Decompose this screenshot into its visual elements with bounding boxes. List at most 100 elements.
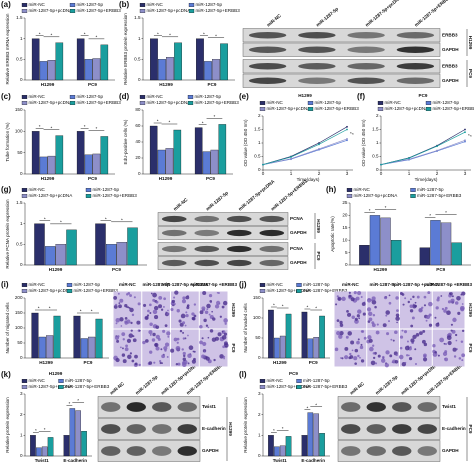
cell-stain	[435, 322, 440, 327]
y-tick-label: 2	[376, 113, 379, 118]
blot-strip	[97, 396, 201, 418]
cell-stain	[152, 332, 156, 337]
cell-stain	[451, 295, 454, 298]
bar	[279, 335, 286, 359]
cell-stain	[354, 348, 359, 353]
bar	[69, 408, 76, 457]
legend-swatch	[21, 3, 28, 7]
cell-stain	[178, 319, 182, 323]
cell-stain	[452, 317, 457, 323]
sig-mark: *	[169, 120, 171, 125]
blot-band	[392, 446, 412, 456]
cell-stain	[369, 346, 374, 352]
cell-stain	[154, 315, 159, 320]
cell-stain	[118, 304, 122, 309]
cell-stain	[452, 347, 457, 352]
row-label: E-cadherin	[442, 426, 466, 431]
cell-stain	[436, 298, 440, 302]
cell-stain	[118, 302, 121, 304]
bar	[34, 223, 45, 266]
cell-stain	[461, 329, 465, 333]
cell-stain	[339, 323, 344, 328]
cell-stain	[366, 298, 372, 303]
cell-stain	[410, 324, 414, 328]
y-tick-label: 0	[20, 171, 23, 176]
y-tick-label: 0.5	[16, 242, 23, 247]
cell-stain	[119, 298, 124, 303]
sig-mark: *	[369, 208, 371, 213]
series-point	[346, 138, 348, 140]
cell-stain	[125, 293, 129, 296]
cell-stain	[148, 361, 153, 365]
legend-swatch	[58, 379, 64, 383]
x-tick-label: H1299	[41, 176, 55, 181]
sig-mark: *	[468, 133, 470, 138]
y-tick-label: 1.5	[16, 15, 23, 20]
panel-label: (i)	[1, 280, 9, 289]
y-tick-label: 0	[138, 77, 141, 82]
sig-mark: *	[39, 124, 41, 129]
row-label: ERBB3	[442, 32, 458, 37]
sig-mark: *	[282, 426, 284, 431]
y-tick-label: 40	[135, 139, 141, 144]
chart-title: PC9	[289, 371, 298, 376]
legend-label: miR-NC	[29, 378, 46, 383]
cell-stain	[395, 296, 399, 300]
legend-swatch	[296, 379, 302, 383]
y-tick-label: 150	[253, 295, 261, 300]
cell-stain	[421, 339, 426, 344]
sig-mark: *	[157, 31, 159, 36]
y-tick-label: 2	[20, 412, 23, 417]
cell-stain	[371, 323, 376, 328]
blot-band	[126, 446, 146, 456]
bar	[84, 59, 93, 81]
blot-band	[347, 77, 385, 84]
cell-stain	[339, 320, 343, 325]
cell-stain	[409, 309, 414, 313]
series-point	[464, 139, 466, 142]
legend-label: miR-NC	[267, 378, 284, 383]
cell-stain	[113, 295, 118, 300]
sig-mark: *	[91, 309, 93, 314]
sig-mark: *	[306, 305, 308, 310]
y-tick-label: 80	[135, 107, 141, 112]
blot-band	[396, 77, 435, 84]
series-point	[436, 149, 438, 152]
y-tick-label: 0	[20, 262, 23, 267]
cell-stain	[386, 332, 390, 336]
x-tick-label: 3	[464, 171, 467, 176]
y-tick-label: 1.5	[134, 15, 141, 20]
panel-label: (c)	[1, 92, 11, 101]
bar	[149, 125, 158, 175]
x-tick-label: PC9	[112, 267, 121, 272]
cell-stain	[180, 313, 186, 319]
cell-stain	[439, 337, 445, 343]
lane-label: miR-1287-5p	[315, 6, 339, 28]
cell-stain	[157, 337, 161, 341]
legend-swatch	[307, 101, 314, 105]
cell-stain	[395, 353, 398, 357]
y-tick-label: 1.5	[254, 127, 261, 132]
panel-label: (l)	[239, 370, 247, 379]
cell-stain	[395, 316, 400, 321]
cell-stain	[404, 361, 407, 364]
cell-stain	[366, 307, 372, 312]
blot-band	[366, 424, 386, 434]
series-point	[346, 139, 348, 142]
lane-label: miR-NC	[266, 13, 283, 28]
y-tick-label: 20	[342, 213, 348, 218]
cell-stain	[183, 354, 186, 358]
legend-label: miR-1287-5p+pcDNA	[267, 384, 312, 389]
cell-stain	[225, 345, 227, 348]
bar	[100, 44, 109, 81]
cell-stain	[187, 353, 192, 359]
cell-stain	[161, 354, 166, 359]
cell-stain	[142, 340, 146, 345]
y-tick-label: 0	[258, 453, 261, 458]
cell-stain	[117, 292, 120, 295]
cell-stain	[401, 293, 405, 296]
bar	[313, 413, 319, 457]
legend-swatch	[139, 95, 146, 99]
y-tick-label: 1	[258, 433, 261, 438]
bar	[47, 437, 54, 457]
